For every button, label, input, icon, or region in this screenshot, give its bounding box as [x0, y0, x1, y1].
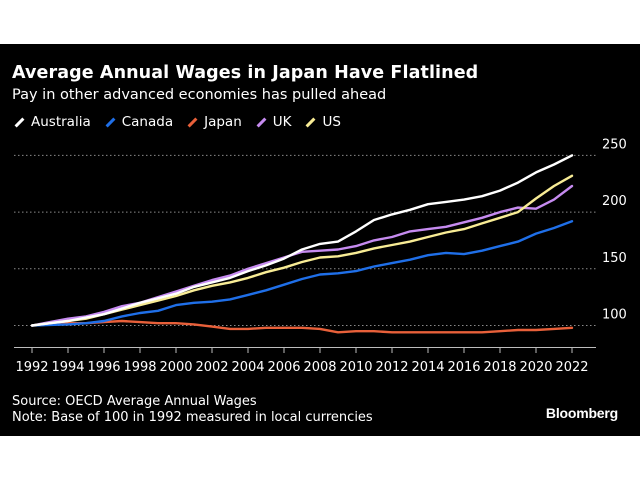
legend-label: US	[322, 114, 341, 130]
x-tick-label: 1996	[87, 360, 120, 375]
x-tick-label: 2022	[555, 360, 588, 375]
series-line-australia	[30, 154, 574, 327]
y-tick-label: 250	[602, 137, 627, 152]
y-tick-label: 150	[602, 251, 627, 266]
x-tick-label: 2014	[411, 360, 444, 375]
x-tick-label: 1994	[51, 360, 84, 375]
source-note: Source: OECD Average Annual Wages	[12, 394, 257, 409]
x-tick-label: 2004	[231, 360, 264, 375]
legend-label: Japan	[204, 114, 242, 130]
line-chart: 100 150 200 250 1992 1994 1996 1998 2000 2002 2004…	[14, 137, 627, 375]
x-tick-label: 2010	[339, 360, 372, 375]
x-tick-label: 2016	[447, 360, 480, 375]
x-tick-label: 2002	[195, 360, 228, 375]
y-tick-label: 200	[602, 194, 627, 209]
legend-label: Australia	[31, 114, 91, 130]
bloomberg-logo: Bloomberg	[545, 405, 618, 421]
x-tick-label: 2020	[519, 360, 552, 375]
legend-item-uk: UK	[256, 114, 292, 130]
series-line-uk	[30, 184, 574, 327]
x-tick-label: 1998	[123, 360, 156, 375]
legend-item-us: US	[305, 114, 341, 130]
y-tick-label: 100	[602, 308, 627, 323]
x-tick-label: 2012	[375, 360, 408, 375]
chart-legend: Australia Canada Japan UK US	[14, 114, 341, 130]
legend-item-japan: Japan	[187, 114, 242, 130]
series-line-canada	[30, 219, 574, 327]
legend-item-australia: Australia	[14, 114, 91, 130]
legend-label: UK	[272, 114, 292, 130]
chart-card: Average Annual Wages in Japan Have Flatl…	[0, 44, 640, 436]
x-tick-label: 2008	[303, 360, 336, 375]
series-line-japan	[30, 319, 574, 334]
legend-label: Canada	[121, 114, 174, 130]
legend-item-canada: Canada	[105, 114, 173, 130]
x-tick-label: 1992	[15, 360, 48, 375]
x-tick-label: 2006	[267, 360, 300, 375]
chart-title: Average Annual Wages in Japan Have Flatl…	[12, 63, 479, 83]
chart-subtitle: Pay in other advanced economies has pull…	[12, 87, 387, 103]
x-tick-label: 2018	[483, 360, 516, 375]
x-tick-label: 2000	[159, 360, 192, 375]
base-note: Note: Base of 100 in 1992 measured in lo…	[12, 410, 373, 425]
